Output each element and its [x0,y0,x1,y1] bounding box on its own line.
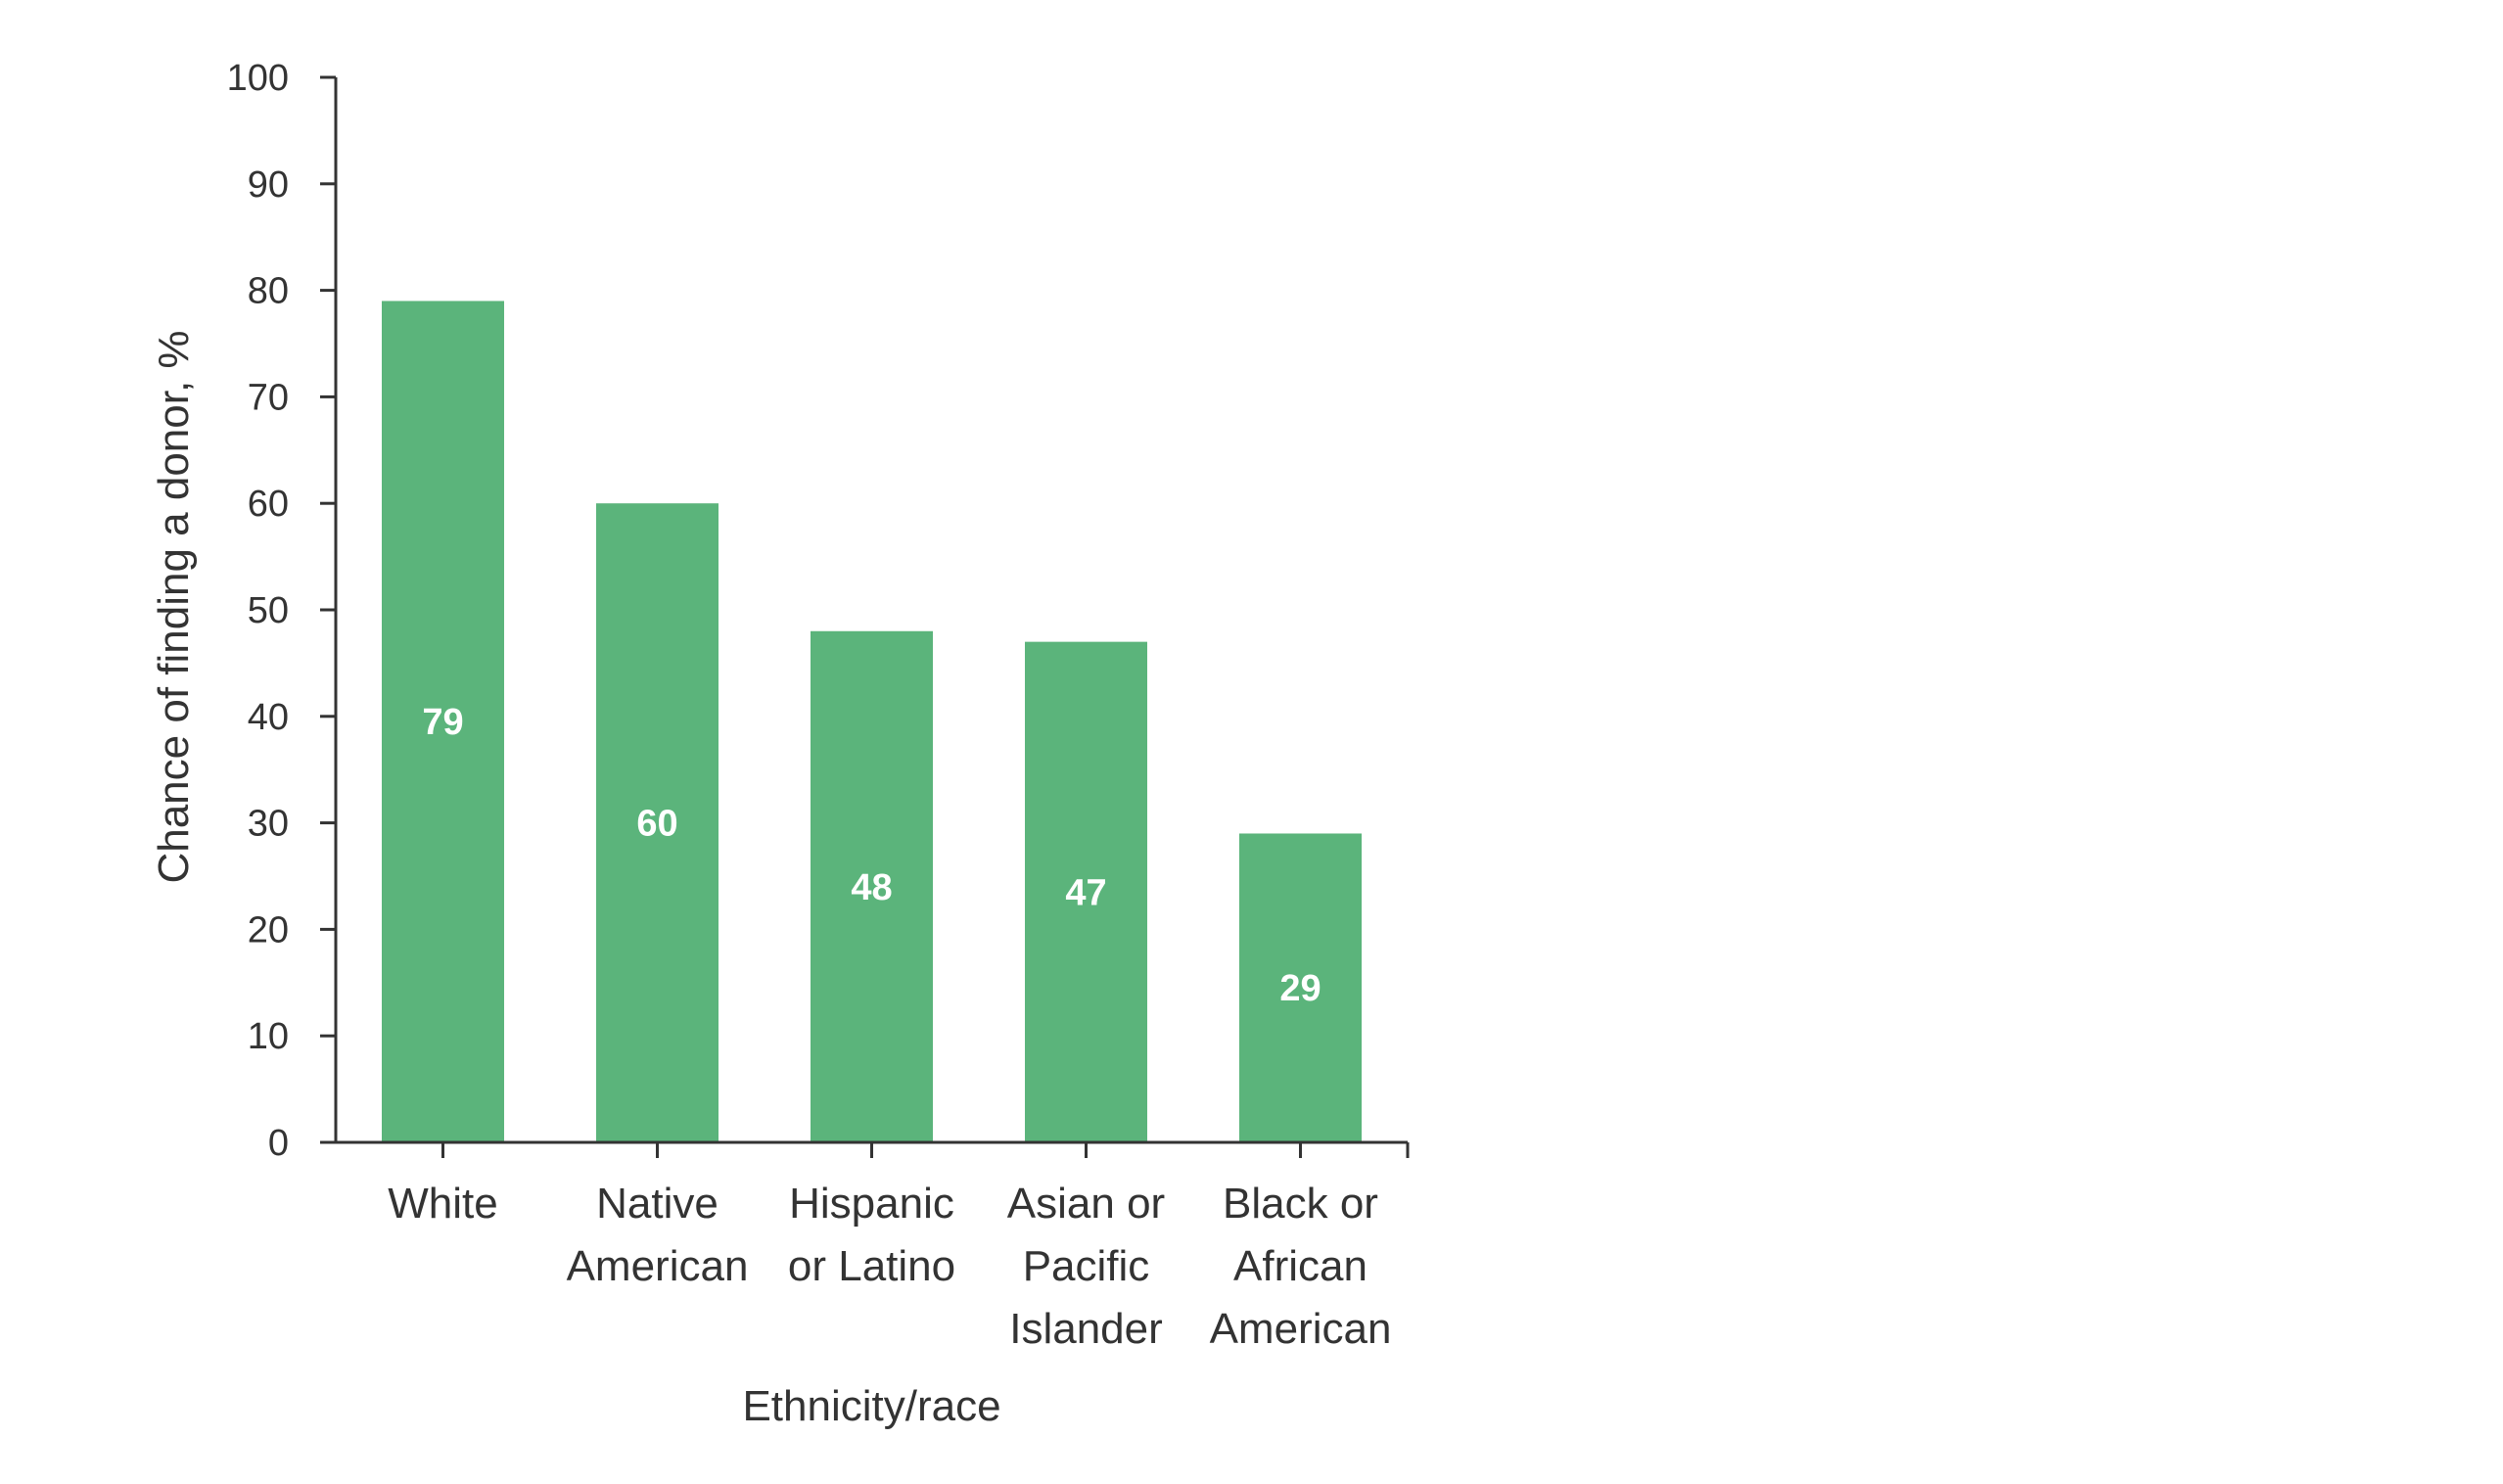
y-tick-label: 50 [248,590,289,631]
y-tick-label: 70 [248,377,289,418]
bar-value-label: 47 [1065,872,1106,913]
x-axis-ticks: White Native American Hispanic or Latino Asia… [388,1142,1410,1353]
y-axis-title: Chance of finding a donor, % [150,330,198,883]
bar-value-label: 79 [422,702,463,743]
y-tick-label: 90 [248,164,289,206]
y-tick-label: 60 [248,484,289,525]
bar-data-labels: 79 60 48 47 29 [422,702,1321,1009]
y-axis-ticks: 0 10 20 30 40 50 60 70 80 90 100 [227,58,336,1164]
y-tick-label: 100 [227,58,289,99]
bar [1239,833,1362,1142]
y-tick-label: 10 [248,1016,289,1057]
bar [596,503,718,1142]
x-axis-title: Ethnicity/race [742,1382,1000,1430]
bar-value-label: 29 [1279,968,1321,1009]
bar-value-label: 48 [851,867,892,908]
x-category-label: Asian or Pacific Islander [1007,1180,1165,1353]
y-tick-label: 30 [248,804,289,845]
y-tick-label: 80 [248,271,289,312]
bars [382,301,1362,1143]
x-category-label: White [388,1180,497,1228]
bar [382,301,504,1143]
bar-value-label: 60 [636,804,677,845]
bar [1025,641,1147,1142]
y-tick-label: 20 [248,909,289,951]
y-tick-label: 0 [268,1123,289,1164]
bar [811,630,933,1142]
x-category-label: Native American [567,1180,749,1290]
x-category-label: Black or African American [1210,1180,1392,1353]
y-tick-label: 40 [248,697,289,738]
x-category-label: Hispanic or Latino [788,1180,955,1290]
